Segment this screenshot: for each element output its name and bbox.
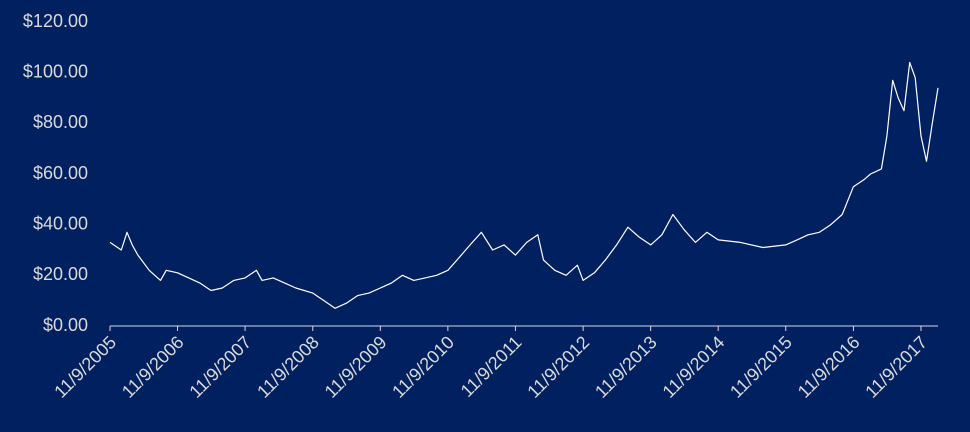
y-tick-label: $20.00 xyxy=(33,264,88,284)
y-tick-label: $40.00 xyxy=(33,213,88,233)
price-line xyxy=(109,61,939,309)
y-tick-label: $120.00 xyxy=(23,11,88,31)
y-tick-label: $100.00 xyxy=(23,61,88,81)
y-tick-label: $60.00 xyxy=(33,163,88,183)
y-tick-label: $80.00 xyxy=(33,112,88,132)
y-tick-label: $0.00 xyxy=(43,315,88,335)
